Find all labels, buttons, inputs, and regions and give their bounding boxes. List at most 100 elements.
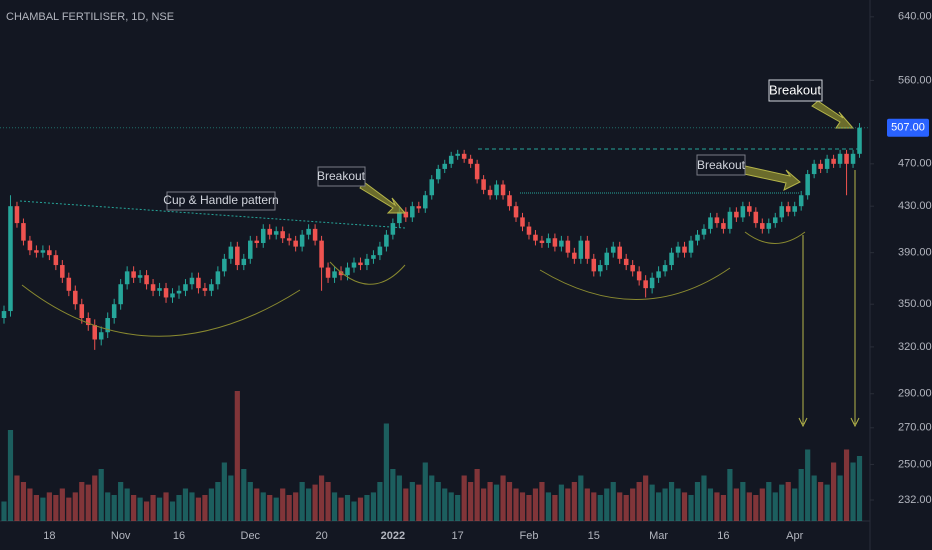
volume-bar xyxy=(105,492,111,521)
annotation: Breakout xyxy=(317,169,366,183)
volume-bar xyxy=(578,475,584,521)
volume-bar xyxy=(792,488,798,521)
volume-bar xyxy=(176,495,182,521)
annotation-box xyxy=(768,79,823,102)
breakout-arrow xyxy=(811,100,855,129)
candle-body xyxy=(260,228,266,244)
volume-bar xyxy=(526,495,532,521)
candle-body xyxy=(215,271,221,285)
volume-bar xyxy=(156,497,163,521)
candle-body xyxy=(585,240,590,259)
candle-body xyxy=(669,252,674,266)
candle-body xyxy=(222,258,227,272)
volume-bar xyxy=(617,492,623,521)
volume-bar xyxy=(474,469,480,521)
candle-body xyxy=(416,206,422,209)
volume-bar xyxy=(759,488,765,521)
candle-body xyxy=(792,206,797,212)
volume-bar xyxy=(558,484,564,521)
candle-body xyxy=(319,240,324,268)
volume-bar xyxy=(390,469,396,521)
y-tick-label: 390.00 xyxy=(898,247,932,259)
candle-body xyxy=(656,271,661,278)
candle-body xyxy=(118,284,123,305)
volume-bar xyxy=(111,495,117,521)
volume-bar xyxy=(636,482,642,521)
volume-bar xyxy=(221,462,227,521)
candle-body xyxy=(526,226,532,235)
candle-body xyxy=(617,246,622,259)
volume-bar xyxy=(195,497,202,521)
volume-bar xyxy=(215,482,221,521)
volume-bar xyxy=(798,469,804,521)
candle-body xyxy=(753,211,759,224)
candle-body xyxy=(364,258,370,266)
volume-bar xyxy=(131,495,137,521)
volume-bar xyxy=(40,497,46,521)
volume-bar xyxy=(720,495,727,521)
volume-bar xyxy=(591,492,597,521)
volume-bar xyxy=(649,484,655,521)
x-tick-label: Mar xyxy=(649,530,668,542)
y-tick-label: 640.00 xyxy=(898,11,932,23)
volume-bar xyxy=(623,495,629,521)
candle-body xyxy=(92,325,98,340)
candle-body xyxy=(332,271,337,278)
volume-bar xyxy=(325,482,331,521)
trend-line xyxy=(19,200,406,229)
candle-body xyxy=(494,184,499,196)
volume-bar xyxy=(733,488,739,521)
candle-body xyxy=(40,250,46,253)
x-tick-label: Apr xyxy=(786,530,803,542)
candle-body xyxy=(66,277,72,291)
candle-body xyxy=(448,155,454,164)
volume-bar xyxy=(331,492,338,521)
volume-bar xyxy=(727,469,733,521)
candle-body xyxy=(267,228,272,235)
candle-body xyxy=(760,223,765,229)
candle-body xyxy=(299,234,305,247)
volume-bar xyxy=(811,475,817,521)
candle-body xyxy=(21,223,26,241)
volume-bar xyxy=(299,482,305,521)
volume-bar xyxy=(163,492,169,521)
cup-arc xyxy=(539,267,731,300)
candle-body xyxy=(442,163,447,169)
volume-bar xyxy=(267,495,273,521)
x-tick-label: 20 xyxy=(315,530,327,542)
last-price-label: 507.00 xyxy=(891,122,925,134)
candle-body xyxy=(721,223,726,229)
volume-bar xyxy=(746,492,752,521)
candle-body xyxy=(410,206,415,218)
volume-bar xyxy=(241,469,247,521)
volume-bar xyxy=(344,495,351,521)
volume-bar xyxy=(597,495,603,521)
volume-bar xyxy=(260,492,266,521)
volume-bar xyxy=(403,488,409,521)
candle-body xyxy=(779,206,785,218)
volume-bar xyxy=(753,495,759,521)
x-tick-label: 16 xyxy=(717,530,729,542)
candle-body xyxy=(53,255,59,266)
candle-body xyxy=(481,179,486,190)
x-tick-label: Dec xyxy=(241,530,261,542)
candle-body xyxy=(131,271,136,278)
candle-body xyxy=(533,234,538,241)
candle-body xyxy=(124,271,130,285)
volume-bar xyxy=(351,501,357,521)
volume-bar xyxy=(33,495,39,521)
candle-body xyxy=(241,258,247,266)
volume-bar xyxy=(202,495,208,521)
volume-bar xyxy=(143,501,150,521)
volume-bar xyxy=(273,497,279,521)
candle-body xyxy=(105,318,110,333)
volume-bar xyxy=(552,495,558,521)
candle-body xyxy=(708,217,713,229)
candle-layer xyxy=(1,123,862,350)
candle-body xyxy=(805,174,810,196)
volume-bar xyxy=(707,488,714,521)
breakout-arrow xyxy=(743,165,801,191)
candle-body xyxy=(228,246,234,259)
volume-bar xyxy=(772,492,778,521)
candle-body xyxy=(857,127,862,154)
